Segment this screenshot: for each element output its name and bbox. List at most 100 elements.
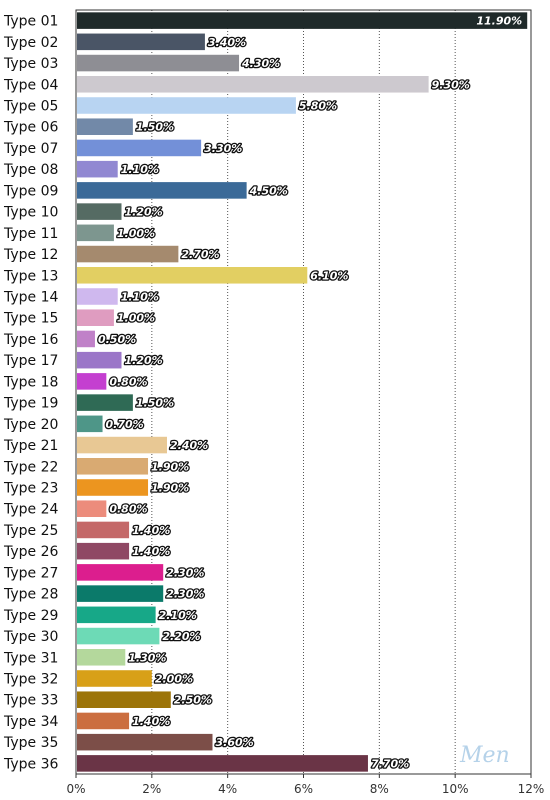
category-label: Type 06	[3, 120, 59, 136]
x-tick-label: 2%	[142, 782, 161, 796]
bar	[77, 733, 213, 751]
value-label: 7.70%	[371, 757, 409, 770]
value-label: 1.20%	[125, 206, 163, 219]
category-label: Type 22	[3, 459, 58, 475]
bar	[77, 542, 130, 560]
category-label: Type 31	[3, 650, 58, 666]
value-label: 1.40%	[132, 715, 170, 728]
category-label: Type 03	[3, 56, 58, 72]
category-label: Type 19	[3, 396, 58, 412]
bar	[77, 224, 114, 242]
value-label: 0.80%	[109, 375, 147, 388]
category-label: Type 17	[3, 353, 58, 369]
value-label: 1.90%	[151, 482, 189, 495]
category-label: Type 14	[3, 290, 59, 306]
bar	[77, 54, 240, 72]
watermark-text: Men	[459, 743, 510, 768]
value-label: 2.10%	[159, 609, 197, 622]
bar	[77, 479, 149, 496]
category-label: Type 12	[3, 247, 58, 263]
grid-lines	[151, 10, 456, 774]
bar	[77, 755, 368, 772]
value-label: 1.40%	[132, 524, 170, 537]
bar	[77, 160, 118, 178]
bar	[77, 670, 152, 687]
x-tick-label: 10%	[442, 782, 469, 796]
value-label: 4.30%	[241, 57, 280, 70]
category-label: Type 35	[3, 735, 58, 751]
bars	[77, 12, 528, 772]
category-label: Type 16	[3, 332, 59, 348]
value-label: 2.00%	[155, 673, 193, 686]
bar	[77, 330, 95, 348]
value-label: 11.90%	[476, 15, 522, 28]
bar	[77, 649, 126, 666]
value-label: 0.70%	[106, 418, 144, 431]
bar	[77, 245, 179, 263]
category-labels: Type 01 Type 02 Type 03 Type 04 Type 05 Type …	[3, 14, 59, 773]
bar	[77, 203, 122, 220]
bar	[77, 267, 308, 284]
category-label: Type 27	[3, 565, 58, 581]
bar	[77, 606, 156, 624]
category-label: Type 30	[3, 629, 58, 645]
value-label: 2.50%	[174, 694, 212, 707]
category-label: Type 02	[3, 35, 58, 51]
bar	[77, 309, 114, 326]
bar	[77, 691, 171, 708]
value-label: 1.90%	[151, 460, 189, 473]
category-label: Type 29	[3, 608, 58, 624]
x-tick-label: 0%	[66, 782, 85, 796]
value-label: 3.60%	[216, 736, 254, 749]
category-label: Type 15	[3, 311, 58, 327]
category-label: Type 21	[3, 438, 58, 454]
category-label: Type 32	[3, 672, 58, 688]
bar	[77, 500, 107, 517]
category-label: Type 09	[3, 183, 58, 199]
bar	[77, 415, 103, 433]
category-label: Type 23	[3, 481, 58, 497]
value-label: 1.50%	[136, 397, 174, 410]
value-label: 3.40%	[208, 36, 246, 49]
value-labels: 11.90% 3.40% 4.30% 9.30% 5.80% 1.50% 3.30% 1.10…	[97, 15, 523, 772]
category-label: Type 36	[3, 756, 59, 772]
bar	[77, 97, 296, 114]
category-label: Type 24	[3, 502, 59, 518]
category-label: Type 33	[3, 693, 58, 709]
value-label: 2.30%	[166, 566, 204, 579]
value-label: 1.50%	[136, 121, 174, 134]
bar	[77, 436, 167, 454]
category-label: Type 26	[3, 544, 59, 560]
x-axis: 0% 2% 4% 6% 8% 10% 12%	[66, 9, 545, 796]
category-label: Type 07	[3, 141, 58, 157]
value-label: 1.10%	[121, 163, 159, 176]
bar	[77, 373, 107, 390]
category-label: Type 08	[3, 162, 58, 178]
category-label: Type 10	[3, 205, 58, 221]
x-tick-label: 12%	[518, 782, 545, 796]
value-label: 9.30%	[432, 78, 470, 91]
category-label: Type 11	[3, 226, 58, 242]
value-label: 2.30%	[166, 588, 204, 601]
bar	[77, 12, 528, 29]
value-label: 1.10%	[121, 291, 159, 304]
bar	[77, 458, 149, 475]
bar	[77, 182, 247, 199]
x-tick-label: 4%	[218, 782, 237, 796]
bar	[77, 33, 205, 51]
bar	[77, 118, 133, 135]
bar	[77, 712, 130, 730]
category-label: Type 01	[3, 14, 58, 30]
category-label: Type 25	[3, 523, 58, 539]
bar	[77, 394, 133, 411]
bar	[77, 627, 160, 645]
value-label: 2.70%	[181, 248, 219, 261]
bar	[77, 585, 164, 602]
value-label: 3.30%	[204, 142, 242, 155]
value-label: 0.50%	[98, 333, 136, 346]
bar	[77, 564, 164, 581]
value-label: 5.80%	[299, 100, 337, 113]
value-label: 6.10%	[310, 269, 348, 282]
category-label: Type 13	[3, 268, 58, 284]
